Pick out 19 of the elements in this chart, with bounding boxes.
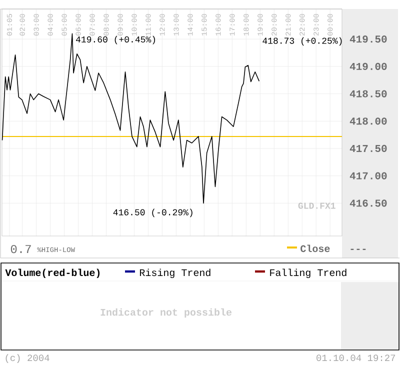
text: (c) 2004	[6, 354, 50, 363]
annotation: 419.60 (+0.45%)	[76, 36, 156, 44]
annotation: GLD.FX1	[298, 202, 336, 209]
y-tick-label: 418.50	[350, 90, 387, 98]
y-tick-label: 417.00	[350, 172, 387, 180]
text: 01.10.04 19:27	[316, 354, 396, 362]
text: ---	[350, 248, 366, 250]
annotation: 418.73 (+0.25%)	[262, 37, 342, 46]
text: 0.7	[10, 244, 31, 254]
y-tick-label: 417.50	[350, 144, 387, 152]
legend-label: Rising Trend	[140, 268, 210, 278]
y-tick-label: 416.50	[350, 200, 387, 207]
y-tick-label: 418.00	[350, 118, 387, 125]
annotation: 416.50 (-0.29%)	[113, 208, 192, 218]
legend-label: Falling Trend	[270, 268, 346, 278]
text: Volume(red-blue)	[5, 268, 100, 278]
legend-label: Close	[300, 244, 330, 252]
y-tick-label: 419.50	[350, 36, 387, 43]
y-tick-label: 419.00	[350, 62, 387, 70]
